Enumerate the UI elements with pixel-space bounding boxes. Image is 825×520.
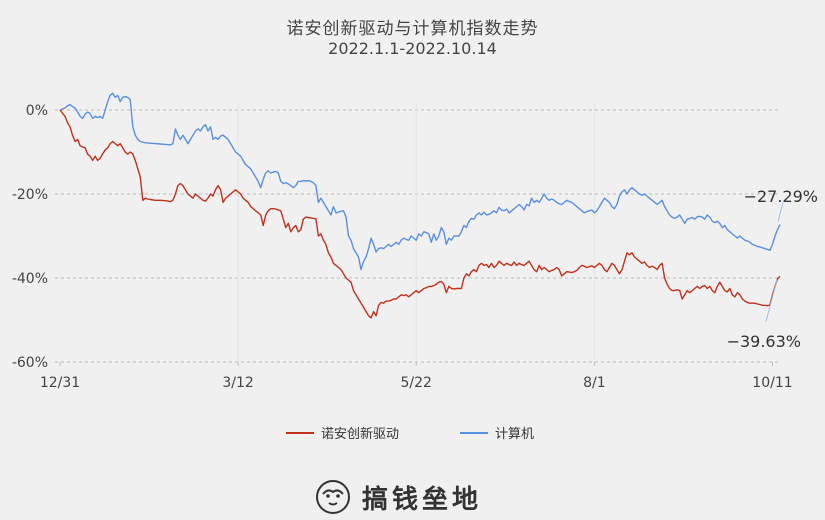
y-axis-ticks: 0% -20% -40% -60%: [12, 103, 48, 371]
legend: 诺安创新驱动 计算机: [286, 426, 534, 442]
x-tick-label: 3/12: [222, 375, 253, 391]
annotation-computer-value: −27.29%: [744, 187, 818, 206]
legend-label: 诺安创新驱动: [321, 426, 399, 442]
annotation-leader-noan: [765, 279, 778, 322]
legend-label: 计算机: [495, 427, 534, 442]
x-tick-label: 12/31: [40, 375, 80, 391]
x-tick-label: 10/11: [752, 375, 792, 391]
y-tick-label: 0%: [26, 103, 48, 119]
sloth-face-icon: [316, 480, 350, 514]
series-lines: [59, 92, 781, 319]
x-tick-label: 8/1: [583, 375, 606, 391]
x-axis-ticks: 12/31 3/12 5/22 8/1 10/11: [40, 362, 793, 391]
watermark: 搞钱垒地: [314, 478, 482, 516]
y-tick-label: -60%: [12, 355, 48, 371]
chart-subtitle: 2022.1.1-2022.10.14: [328, 39, 497, 58]
watermark-text: 搞钱垒地: [362, 484, 483, 515]
annotation-leader-computer: [777, 202, 784, 222]
series-line-computer: [59, 92, 781, 271]
chart-title: 诺安创新驱动与计算机指数走势: [286, 19, 539, 39]
y-tick-label: -20%: [12, 187, 48, 203]
annotations: −27.29% −39.63%: [727, 187, 818, 351]
series-line-noan: [59, 109, 781, 319]
y-tick-label: -40%: [12, 271, 48, 287]
grid-lines: [55, 104, 780, 363]
x-tick-label: 5/22: [401, 375, 432, 391]
annotation-noan-value: −39.63%: [727, 332, 801, 351]
